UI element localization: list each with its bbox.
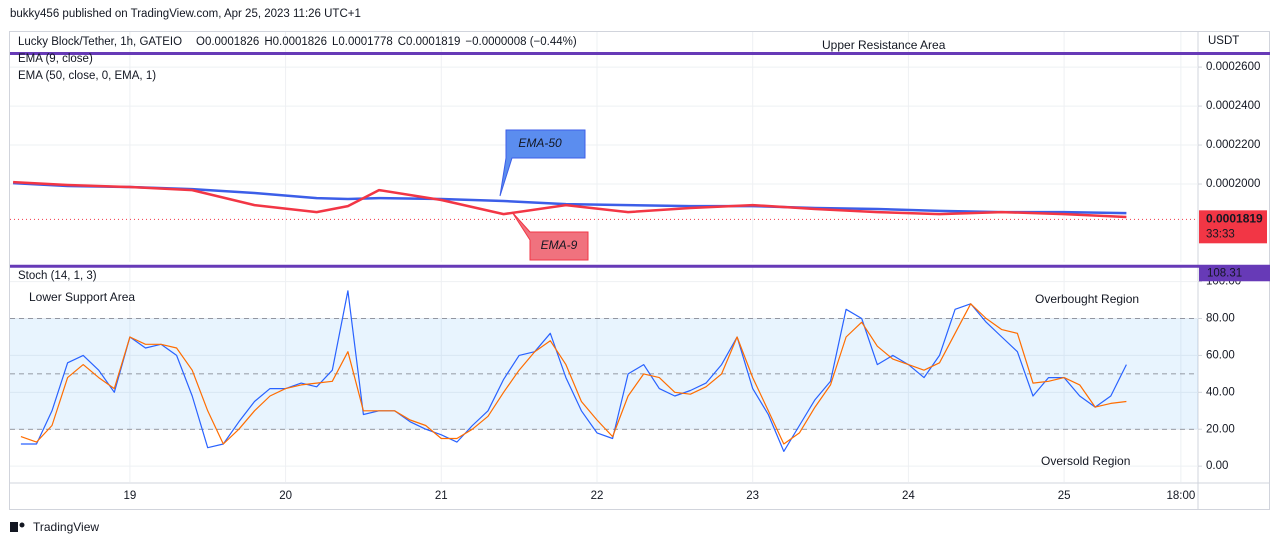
y-tick-label: 80.00 bbox=[1206, 313, 1235, 325]
ema9-legend: EMA (9, close) bbox=[18, 53, 93, 65]
ema9-annotation: EMA-9 bbox=[541, 238, 578, 252]
y-tick-label: 0.0002400 bbox=[1206, 100, 1260, 112]
x-tick-label: 20 bbox=[279, 490, 292, 502]
countdown: 33:33 bbox=[1206, 228, 1235, 240]
ohlc-value: −0.0000008 (−0.44%) bbox=[465, 36, 576, 48]
ohlc-values: O0.0001826 H0.0001826 L0.0001778 C0.0001819… bbox=[196, 36, 577, 48]
x-tick-label: 24 bbox=[902, 490, 915, 502]
brand: TradingView bbox=[10, 520, 99, 534]
ema50-legend: EMA (50, close, 0, EMA, 1) bbox=[18, 70, 156, 82]
ohlc-value: O0.0001826 bbox=[196, 36, 259, 48]
level-label: 108.31 bbox=[1207, 267, 1242, 279]
x-tick-label: 23 bbox=[746, 490, 759, 502]
y-tick-label: 0.0002000 bbox=[1206, 178, 1260, 190]
stoch-legend: Stoch (14, 1, 3) bbox=[18, 270, 97, 282]
x-tick-label: 21 bbox=[435, 490, 448, 502]
symbol: Lucky Block/Tether, 1h, GATEIO bbox=[18, 36, 182, 48]
series-line bbox=[20, 303, 1127, 445]
support-annotation: Lower Support Area bbox=[29, 290, 135, 304]
ema50-callout bbox=[499, 129, 586, 197]
level-label-box bbox=[1199, 265, 1270, 282]
overbought-annotation: Overbought Region bbox=[1035, 292, 1139, 306]
y-tick-label: 60.00 bbox=[1206, 349, 1235, 361]
y-tick-label: 0.00 bbox=[1206, 460, 1228, 472]
x-tick-label: 19 bbox=[123, 490, 136, 502]
x-tick-label: 18:00 bbox=[1166, 490, 1195, 502]
ohlc-value: C0.0001819 bbox=[398, 36, 461, 48]
brand-logo-dot bbox=[19, 522, 25, 528]
brand-logo bbox=[10, 522, 18, 532]
ohlc-value: H0.0001826 bbox=[264, 36, 327, 48]
series-line bbox=[13, 180, 1127, 219]
brand-name: TradingView bbox=[33, 520, 99, 534]
ema50-annotation: EMA-50 bbox=[518, 136, 562, 150]
y-tick-label: 20.00 bbox=[1206, 423, 1235, 435]
plot-layer: 0.0002000 0.0002200 0.0002400 0.0002600 0.00… bbox=[10, 32, 1270, 502]
resistance-annotation: Upper Resistance Area bbox=[822, 38, 946, 52]
y-tick-label: 40.00 bbox=[1206, 386, 1235, 398]
series-line bbox=[13, 181, 1127, 215]
x-tick-label: 25 bbox=[1058, 490, 1071, 502]
last-price-label: 0.0001819 bbox=[1206, 211, 1263, 225]
currency: USDT bbox=[1208, 35, 1239, 47]
y-tick-label: 0.0002200 bbox=[1206, 139, 1260, 151]
published-line: bukky456 published on TradingView.com, A… bbox=[10, 8, 361, 20]
oversold-annotation: Oversold Region bbox=[1041, 454, 1130, 468]
last-price-box bbox=[1199, 210, 1267, 244]
ema9-callout bbox=[511, 211, 589, 261]
y-tick-label: 0.0002600 bbox=[1206, 61, 1260, 73]
x-tick-label: 22 bbox=[591, 490, 604, 502]
series-line bbox=[20, 290, 1127, 452]
ohlc-value: L0.0001778 bbox=[332, 36, 393, 48]
